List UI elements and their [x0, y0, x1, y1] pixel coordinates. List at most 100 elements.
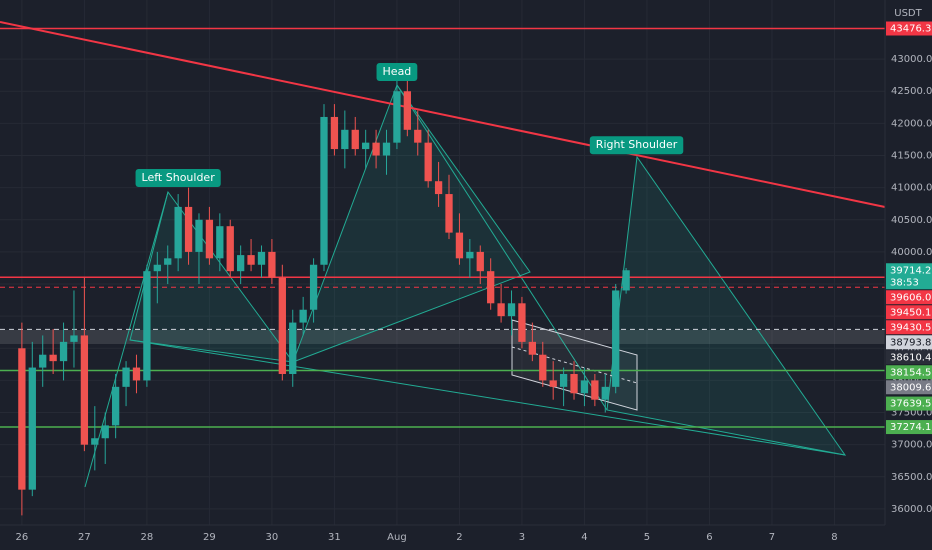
annotation: Head [376, 62, 418, 81]
candle-body [393, 91, 401, 143]
annotation-box [135, 168, 221, 187]
price-tag [886, 396, 932, 411]
candle-body [549, 380, 557, 387]
currency: USDT [894, 8, 922, 19]
annotation: Right Shoulder [589, 136, 684, 155]
x-tick-label: 3 [519, 532, 525, 543]
pattern-drawing [84, 83, 847, 488]
trend-line [0, 21, 886, 208]
candle-body [299, 309, 307, 323]
x-tick-label: 6 [706, 532, 712, 543]
y-tick-label: 43000.00 [891, 54, 932, 65]
candle-body [184, 206, 193, 252]
candle-body [424, 142, 432, 182]
x-tick-label: 30 [266, 532, 279, 543]
y-tick-label: 36500.00 [891, 472, 932, 483]
candle-body [466, 251, 474, 259]
candle-body [28, 367, 36, 490]
candle-body [362, 142, 370, 150]
y-tick-label: 42000.00 [891, 118, 932, 129]
candles [18, 78, 630, 516]
y-tick-label: 36000.00 [891, 504, 932, 515]
candle-body [455, 232, 464, 259]
candle-body [518, 303, 526, 342]
candle-body [612, 290, 620, 387]
right-shoulder-area [606, 155, 847, 456]
candle-body [507, 303, 516, 317]
candle-body [278, 277, 286, 374]
candle-body [445, 194, 453, 233]
candle-body [18, 348, 26, 490]
x-tick-label: 27 [78, 532, 91, 543]
candle-body [559, 373, 568, 387]
y-tick-label: 41500.00 [891, 151, 932, 162]
price-tag-label: 43476.38 [890, 24, 932, 35]
y-tick-label: 40500.00 [891, 215, 932, 226]
price-tag-label: 39450.19 [890, 307, 932, 318]
candle-body [132, 367, 141, 381]
candle-body [434, 181, 443, 195]
y-tick-label: 37000.00 [891, 440, 932, 451]
neckline [129, 339, 846, 456]
y-tick-label: 37500.00 [891, 408, 932, 419]
candle-body [289, 322, 297, 374]
candle-body [174, 206, 182, 259]
annotation-label: Head [383, 65, 412, 78]
head-area [292, 83, 531, 363]
price-tag-label: 39606.08 [890, 292, 932, 303]
candle-body [539, 354, 547, 381]
annotation: Left Shoulder [135, 168, 221, 187]
candle-body [309, 264, 318, 310]
price-tag [886, 263, 932, 290]
x-tick-label: 7 [769, 532, 775, 543]
price-tag-label: 39430.53 [890, 322, 932, 333]
x-tick-label: 29 [203, 532, 216, 543]
price-tag [886, 305, 932, 320]
y-tick-label: 40000.00 [891, 247, 932, 258]
highlight-zone [0, 330, 885, 344]
candle-body [320, 116, 328, 265]
annotations: Left Shoulder Head Right Shoulder [135, 62, 684, 187]
x-tick-label: 26 [16, 532, 29, 543]
candle-body [122, 367, 130, 387]
candle-body [341, 129, 349, 150]
candle-body [570, 373, 578, 394]
price-tag-label: 38009.68 [890, 382, 932, 393]
pattern-line [396, 84, 608, 411]
candle-body [39, 354, 47, 368]
candle-body [487, 271, 495, 304]
y-tick-label: 41000.00 [891, 183, 932, 194]
price-tag [886, 320, 932, 335]
candle-body [622, 270, 630, 291]
x-tick-label: 8 [831, 532, 837, 543]
candle-body [143, 271, 151, 381]
candle-body [528, 341, 537, 355]
annotation-box [376, 62, 418, 81]
candle-body [403, 91, 411, 130]
price-tag [886, 21, 932, 36]
price-tag [886, 350, 932, 365]
candle-body [382, 142, 391, 156]
candle-body [476, 251, 484, 272]
price-tag [886, 380, 932, 395]
candle-body [414, 129, 422, 143]
candle-body [59, 341, 68, 362]
annotation-label: Left Shoulder [142, 171, 216, 184]
price-tag-label: 37639.53 [890, 399, 932, 410]
candle-body [49, 354, 57, 362]
pattern-line [84, 191, 169, 488]
x-tick-label: 28 [141, 532, 154, 543]
candle-body [268, 251, 276, 278]
candle-body [580, 380, 589, 394]
price-tag-label: 38793.85 [890, 337, 932, 348]
price-tag [886, 420, 932, 435]
countdown: 38:53 [890, 277, 919, 288]
price-tag-label: 37274.13 [890, 422, 932, 433]
candle-body [91, 438, 99, 445]
x-tick-label: Aug [387, 532, 407, 543]
candle-body [111, 386, 120, 426]
candle-body [237, 255, 245, 272]
x-tick-label: 31 [328, 532, 341, 543]
